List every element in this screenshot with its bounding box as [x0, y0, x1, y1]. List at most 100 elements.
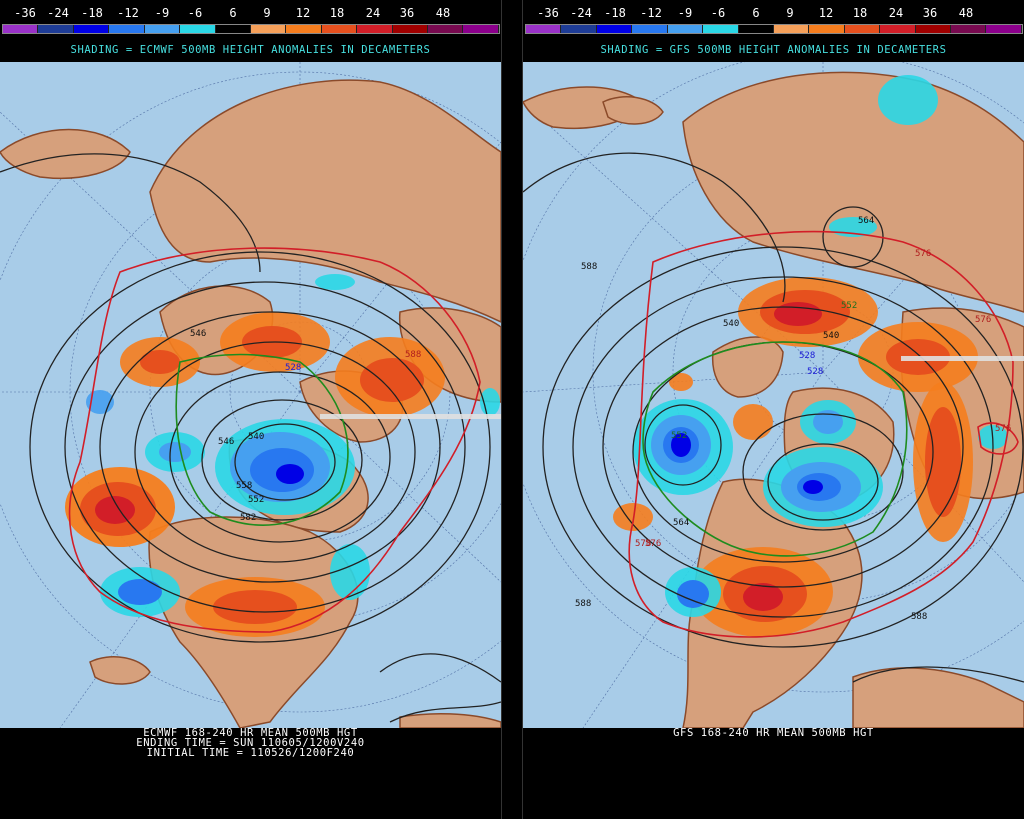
scale-label: -24: [47, 6, 69, 20]
contour-labels: 588 564 576 540 552 528 540 528 552 564 …: [575, 216, 1011, 622]
contour-label: 576: [645, 539, 661, 549]
reference-contours: [68, 247, 481, 633]
scale-label: -36: [14, 6, 36, 20]
contour-label: 588: [405, 350, 421, 360]
scale-label: 18: [329, 6, 345, 20]
contour-label: 576: [995, 424, 1011, 434]
contour-label: 540: [823, 331, 839, 341]
colorbar-swatch: [951, 25, 987, 33]
scale-label: 24: [365, 6, 381, 20]
contour-label: 540: [723, 319, 739, 329]
scale-label: -24: [570, 6, 592, 20]
colorbar-swatch: [357, 25, 393, 33]
scale-label: 12: [295, 6, 311, 20]
scale-label: 9: [263, 6, 271, 20]
colorbar-swatch: [3, 25, 39, 33]
anomaly-colorbar: [2, 24, 500, 34]
colorbar-swatch: [73, 25, 110, 33]
colorbar-swatch: [109, 25, 145, 33]
colorbar-swatch: [738, 25, 774, 33]
contour-label: 576: [975, 315, 991, 325]
ecmwf-panel: -36 -24 -18 -12 -9 -6 6 9 12 18 24 36 48…: [0, 0, 501, 819]
colorbar-swatch: [215, 25, 251, 33]
contour-label: 528: [799, 351, 815, 361]
scale-label: -9: [154, 6, 170, 20]
colorbar-swatch: [250, 25, 287, 33]
colorbar-swatch: [915, 25, 952, 33]
colorbar-swatch: [844, 25, 881, 33]
map-footer: ECMWF 168-240 HR MEAN 500MB HGT ENDING T…: [0, 727, 501, 759]
colorbar-swatch: [321, 25, 358, 33]
colorbar-swatch: [703, 25, 739, 33]
colorbar-swatch: [596, 25, 633, 33]
contour-label: 552: [248, 495, 264, 505]
contour-label: 588: [575, 599, 591, 609]
contour-label: 578: [635, 539, 651, 549]
shading-title: SHADING = GFS 500MB HEIGHT ANOMALIES IN …: [600, 44, 947, 56]
reference-contours: [628, 230, 1019, 638]
scale-label: 48: [958, 6, 974, 20]
anomaly-scale-labels: -36 -24 -18 -12 -9 -6 6 9 12 18 24 36 48: [2, 6, 500, 22]
contour-label: 564: [673, 518, 689, 528]
colorbar-swatch: [880, 25, 916, 33]
gfs-panel: -36 -24 -18 -12 -9 -6 6 9 12 18 24 36 48…: [523, 0, 1024, 819]
contour-label: 540: [248, 432, 264, 442]
colorbar-swatch: [428, 25, 464, 33]
height-contours: [0, 153, 501, 723]
scale-label: -18: [81, 6, 103, 20]
colorbar-swatch: [632, 25, 668, 33]
colorbar-swatch: [286, 25, 322, 33]
footer-line: INITIAL TIME = 110526/1200F240: [146, 747, 355, 759]
contour-labels: 546 528 540 546 552 558 582 588: [190, 329, 421, 523]
scale-label: -6: [710, 6, 726, 20]
scale-label: 12: [818, 6, 834, 20]
scale-label: -18: [604, 6, 626, 20]
scale-label: -36: [537, 6, 559, 20]
scale-label: 48: [435, 6, 451, 20]
anomaly-colorbar: [525, 24, 1023, 34]
scale-label: 9: [786, 6, 794, 20]
contour-label: 528: [285, 363, 301, 373]
colorbar-swatch: [392, 25, 429, 33]
scale-label: 36: [399, 6, 415, 20]
contour-label: 546: [190, 329, 206, 339]
colorbar-swatch: [986, 25, 1022, 33]
contour-label: 588: [911, 612, 927, 622]
scale-label: 36: [922, 6, 938, 20]
scale-label: -9: [677, 6, 693, 20]
contour-label: 552: [841, 301, 857, 311]
colorbar-swatch: [667, 25, 704, 33]
contour-label: 576: [915, 249, 931, 259]
panel-divider: [501, 0, 523, 819]
contour-label: 582: [240, 513, 256, 523]
map-footer: GFS 168-240 HR MEAN 500MB HGT: [523, 727, 1024, 739]
scale-label: -12: [117, 6, 139, 20]
contour-label: 564: [858, 216, 874, 226]
footer-line: ENDING TIME = SUN 110605/1200V240: [136, 737, 365, 749]
ecmwf-500mb-anomaly-map: 546 528 540 546 552 558 582 588: [0, 62, 501, 728]
coastline-black-gap: [901, 356, 1024, 361]
contour-label: 558: [236, 481, 252, 491]
colorbar-swatch: [561, 25, 597, 33]
footer-line: GFS 168-240 HR MEAN 500MB HGT: [673, 727, 874, 739]
anomaly-scale-labels: -36 -24 -18 -12 -9 -6 6 9 12 18 24 36 48: [525, 6, 1023, 22]
scale-label: 6: [752, 6, 760, 20]
scale-label: -6: [187, 6, 203, 20]
scale-label: 6: [229, 6, 237, 20]
colorbar-swatch: [38, 25, 74, 33]
scale-label: 24: [888, 6, 904, 20]
contour-label: 546: [218, 437, 234, 447]
height-anomaly-shading: [65, 274, 500, 637]
colorbar-swatch: [144, 25, 181, 33]
contour-label: 588: [581, 262, 597, 272]
scale-label: -12: [640, 6, 662, 20]
coastline-black-gap: [320, 414, 501, 419]
contour-label: 552: [671, 431, 687, 441]
scale-label: 18: [852, 6, 868, 20]
colorbar-swatch: [809, 25, 845, 33]
colorbar-swatch: [463, 25, 499, 33]
footer-line: ECMWF 168-240 HR MEAN 500MB HGT: [143, 727, 358, 739]
shading-title: SHADING = ECMWF 500MB HEIGHT ANOMALIES I…: [70, 44, 431, 56]
gfs-500mb-anomaly-map: 588 564 576 540 552 528 540 528 552 564 …: [523, 62, 1024, 728]
colorbar-swatch: [180, 25, 216, 33]
